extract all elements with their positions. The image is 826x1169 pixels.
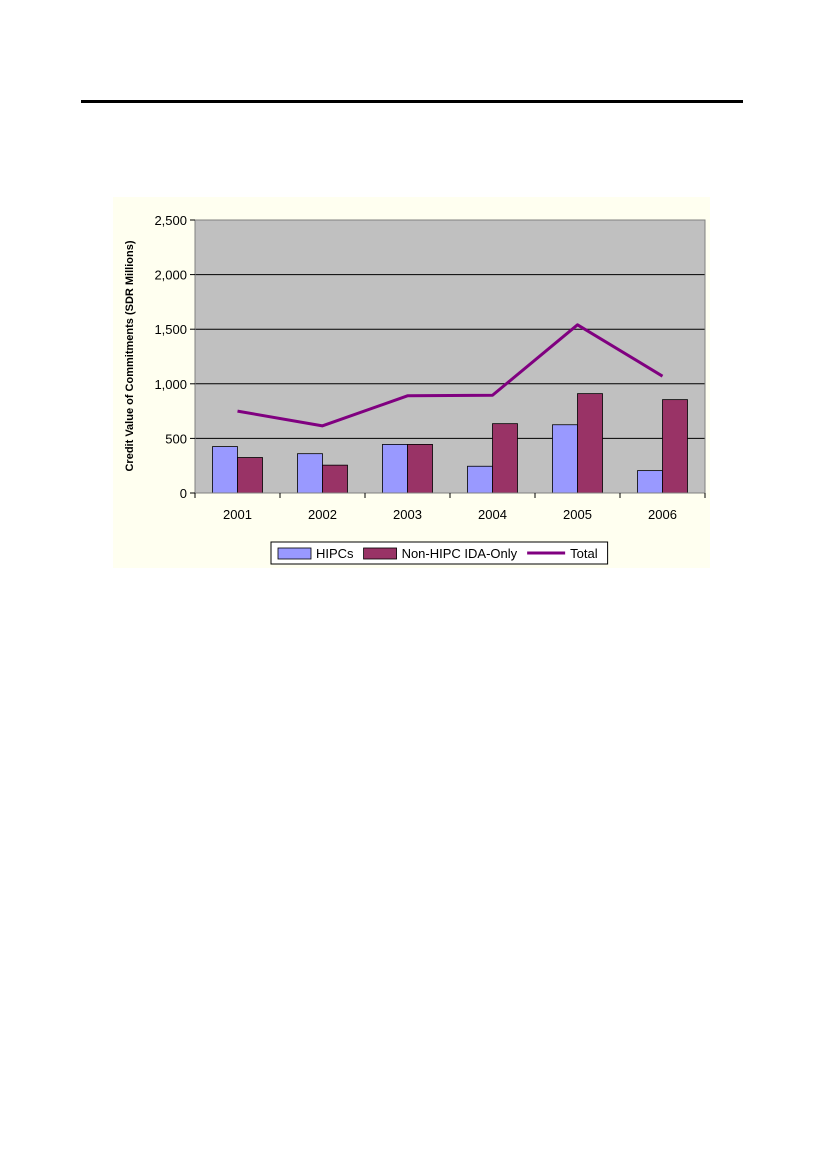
y-tick-label: 1,500 [154, 322, 187, 337]
total-line-group [237, 323, 664, 428]
x-tick-label: 2006 [648, 507, 677, 522]
bar-hipcs-2004 [467, 465, 493, 494]
x-tick-label: 2004 [478, 507, 507, 522]
bar-non-hipc-ida-only-2003 [407, 444, 433, 494]
y-tick-label: 1,000 [154, 377, 187, 392]
page-header-rule [81, 100, 743, 103]
y-axis-title: Credit Value of Commitments (SDR Million… [124, 240, 136, 471]
bar-hipcs-2002 [297, 453, 323, 494]
bar-non-hipc-ida-only-2004 [492, 423, 518, 494]
legend-box [270, 541, 609, 565]
y-tick-label: 0 [180, 486, 187, 501]
legend-label-non-hipc-ida-only: Non-HIPC IDA-Only [402, 546, 518, 561]
legend: HIPCs Non-HIPC IDA-Only Total [270, 541, 609, 565]
y-tick-label: 500 [165, 431, 187, 446]
y-tick-label: 2,000 [154, 268, 187, 283]
bar-non-hipc-ida-only-2005 [577, 393, 603, 494]
legend-swatch-hipcs [277, 547, 312, 560]
plot-area [195, 220, 705, 493]
bar-non-hipc-ida-only-2006 [662, 399, 688, 494]
bar-non-hipc-ida-only-2002 [322, 464, 348, 494]
bar-hipcs-2005 [552, 424, 578, 494]
line-total [237, 323, 664, 428]
bar-non-hipc-ida-only-2001 [237, 457, 263, 494]
y-tick-label: 2,500 [154, 213, 187, 228]
axes [190, 219, 706, 498]
x-tick-label: 2001 [223, 507, 252, 522]
bar-hipcs-2003 [382, 444, 408, 494]
legend-swatch-non-hipc-ida-only [363, 547, 397, 560]
bars [212, 393, 688, 494]
x-tick-label: 2002 [308, 507, 337, 522]
x-tick-label: 2003 [393, 507, 422, 522]
bar-hipcs-2006 [637, 470, 663, 494]
legend-label-hipcs: HIPCs [316, 546, 354, 561]
x-tick-label: 2005 [563, 507, 592, 522]
tick-labels: 0 500 1,000 1,500 2,000 2,500 2001 2002 2003 2004… [154, 213, 677, 522]
legend-label-total: Total [570, 546, 598, 561]
bar-hipcs-2001 [212, 446, 238, 494]
